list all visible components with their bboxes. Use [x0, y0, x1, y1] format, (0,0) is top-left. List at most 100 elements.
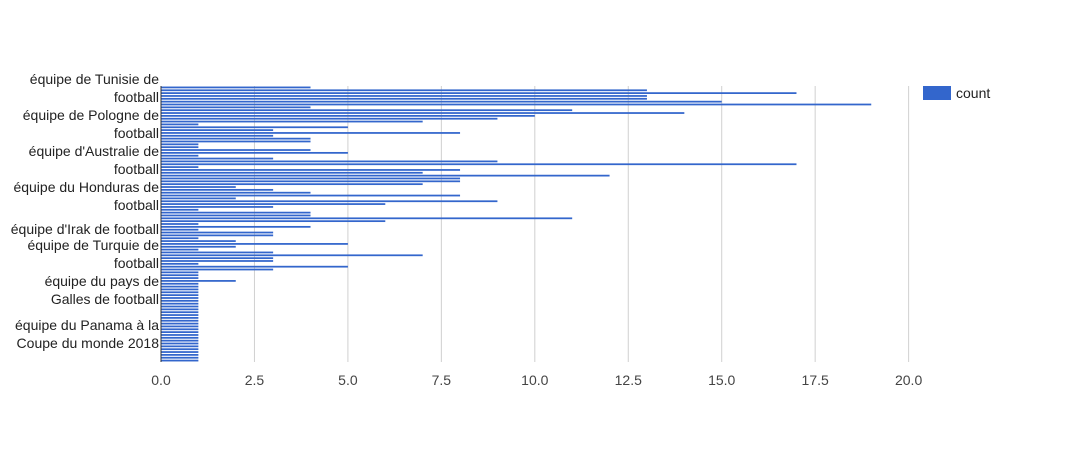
x-tick-label: 0.0	[151, 372, 171, 388]
bar	[161, 291, 199, 294]
bar	[161, 89, 647, 92]
bar	[161, 137, 311, 140]
bar	[161, 132, 461, 134]
x-axis-ticks: 0.0 2.5 5.0 7.5 10.0 12.5 15.0 17.5 20.0	[151, 372, 922, 388]
x-tick-label: 12.5	[615, 372, 642, 388]
bar	[161, 149, 311, 151]
bar	[161, 154, 199, 157]
bar	[161, 234, 274, 237]
bar	[161, 322, 199, 325]
bar	[161, 129, 274, 131]
bar	[161, 169, 461, 171]
bar	[161, 180, 461, 183]
bar	[161, 163, 797, 166]
bar	[161, 331, 199, 333]
x-tick-label: 7.5	[432, 372, 452, 388]
bar	[161, 114, 535, 117]
bar	[161, 211, 311, 214]
x-tick-label: 20.0	[895, 372, 922, 388]
bar	[161, 183, 423, 186]
bar	[161, 251, 274, 254]
bar	[161, 186, 236, 188]
x-tick-label: 15.0	[708, 372, 735, 388]
bar	[161, 274, 199, 277]
bar	[161, 157, 274, 160]
bar	[161, 348, 199, 351]
bar	[161, 223, 199, 225]
bar	[161, 100, 722, 103]
bar	[161, 260, 274, 262]
bar	[161, 126, 348, 129]
bar	[161, 336, 199, 339]
bar	[161, 297, 199, 299]
bar	[161, 311, 199, 314]
bar	[161, 109, 573, 112]
bar	[161, 177, 461, 180]
legend-label-count: count	[956, 85, 990, 101]
bar	[161, 231, 274, 234]
bar	[161, 288, 199, 291]
bar	[161, 282, 199, 285]
bar	[161, 143, 199, 146]
bar	[161, 280, 236, 282]
y-tick-label-line2: football	[114, 125, 159, 141]
bar	[161, 166, 199, 168]
bar	[161, 123, 199, 126]
bar	[161, 120, 423, 123]
bar	[161, 359, 199, 362]
bar	[161, 160, 498, 163]
bar	[161, 245, 236, 248]
bar	[161, 314, 199, 316]
bar	[161, 334, 199, 336]
bar	[161, 86, 311, 89]
x-tick-label: 2.5	[245, 372, 265, 388]
bar	[161, 194, 461, 197]
x-tick-label: 5.0	[338, 372, 358, 388]
bar	[161, 134, 274, 137]
y-tick-label: équipe du pays de	[45, 273, 160, 289]
bar	[161, 140, 311, 143]
bar	[161, 356, 199, 359]
bar	[161, 174, 610, 177]
bar	[161, 228, 199, 231]
bar	[161, 354, 199, 356]
bar	[161, 328, 199, 331]
y-tick-label: équipe de Turquie de	[27, 237, 159, 253]
bar	[161, 208, 199, 211]
bar	[161, 197, 236, 200]
bar	[161, 214, 311, 217]
bar	[161, 285, 199, 288]
bar	[161, 225, 311, 228]
bar	[161, 112, 685, 114]
bar	[161, 265, 348, 268]
bar	[161, 203, 386, 205]
bar	[161, 106, 311, 109]
bar	[161, 188, 274, 191]
y-tick-label: équipe du Honduras de	[13, 179, 159, 195]
bar	[161, 95, 647, 97]
bar	[161, 97, 647, 100]
bar	[161, 342, 199, 345]
bar	[161, 92, 797, 94]
y-tick-label: équipe d'Australie de	[29, 143, 160, 159]
bar	[161, 254, 423, 257]
bar	[161, 299, 199, 302]
bar	[161, 308, 199, 311]
bar	[161, 351, 199, 353]
bar-series-count	[161, 86, 872, 362]
bar	[161, 302, 199, 305]
y-tick-label-line2: football	[114, 161, 159, 177]
bar	[161, 237, 199, 240]
y-tick-label-line2: football	[114, 197, 159, 213]
bar	[161, 220, 386, 223]
bar	[161, 217, 573, 220]
y-tick-label-line2: football	[114, 89, 159, 105]
y-tick-label: équipe du Panama à la	[15, 317, 159, 333]
bar	[161, 345, 199, 348]
bar	[161, 191, 311, 194]
x-tick-label: 10.0	[521, 372, 548, 388]
bar	[161, 200, 498, 203]
bar	[161, 117, 498, 120]
bar	[161, 277, 199, 279]
